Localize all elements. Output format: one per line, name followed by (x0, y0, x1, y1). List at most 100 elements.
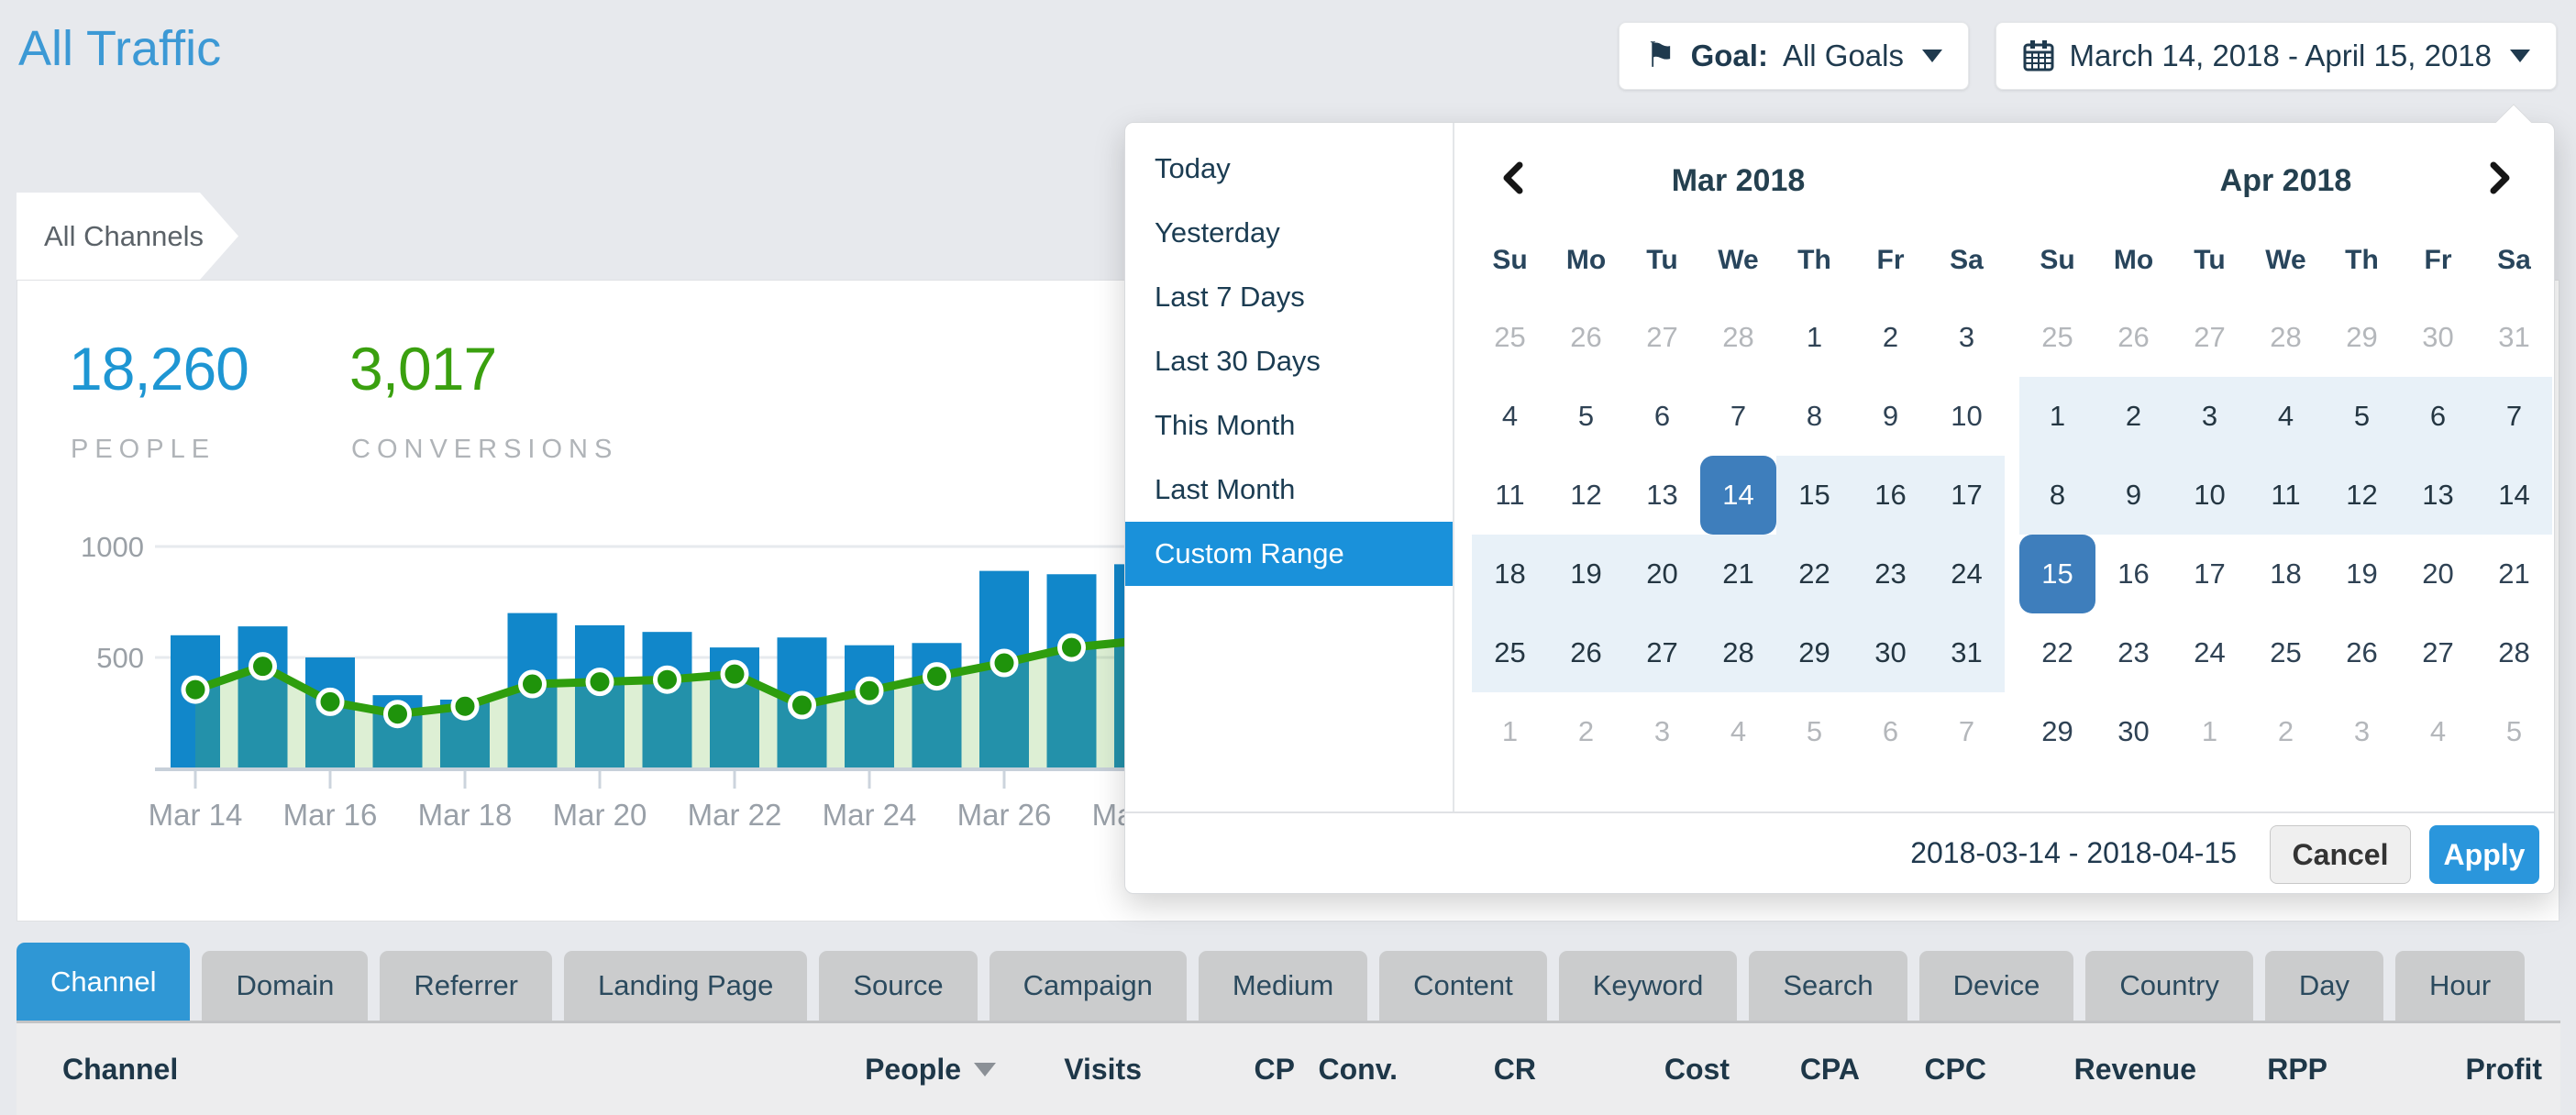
day-cell[interactable]: 7 (2476, 377, 2552, 456)
day-cell[interactable]: 24 (1929, 535, 2005, 613)
day-cell[interactable]: 3 (2172, 377, 2248, 456)
day-cell[interactable]: 23 (1852, 535, 1929, 613)
cancel-button[interactable]: Cancel (2270, 825, 2411, 884)
column-header-cr[interactable]: CR (1494, 1023, 1536, 1115)
goal-selector-button[interactable]: ⚑ Goal: All Goals (1618, 22, 1969, 90)
day-cell[interactable]: 27 (2194, 321, 2226, 353)
day-cell[interactable]: 2 (1577, 715, 1595, 747)
apply-button[interactable]: Apply (2429, 825, 2539, 884)
day-cell[interactable]: 19 (2346, 558, 2378, 590)
day-cell[interactable]: 27 (2422, 636, 2454, 668)
day-cell[interactable]: 31 (1929, 613, 2005, 692)
tab-country[interactable]: Country (2085, 951, 2253, 1021)
day-cell[interactable]: 14 (2476, 456, 2552, 535)
day-cell[interactable]: 8 (2019, 456, 2095, 535)
day-cell[interactable]: 14 (1700, 456, 1776, 535)
column-header-conv-[interactable]: Conv. (1318, 1023, 1398, 1115)
day-cell[interactable]: 13 (1646, 479, 1678, 511)
day-cell[interactable]: 11 (2248, 456, 2324, 535)
day-cell[interactable]: 3 (1958, 321, 1975, 353)
tab-source[interactable]: Source (819, 951, 978, 1021)
day-cell[interactable]: 11 (1495, 479, 1525, 511)
day-cell[interactable]: 6 (1653, 400, 1671, 432)
day-cell[interactable]: 20 (1624, 535, 1700, 613)
day-cell[interactable]: 2 (2095, 377, 2172, 456)
column-header-visits[interactable]: Visits (1064, 1023, 1142, 1115)
day-cell[interactable]: 28 (2498, 636, 2530, 668)
day-cell[interactable]: 17 (2194, 558, 2226, 590)
day-cell[interactable]: 22 (1776, 535, 1852, 613)
day-cell[interactable]: 26 (1548, 613, 1624, 692)
day-cell[interactable]: 29 (1776, 613, 1852, 692)
day-cell[interactable]: 27 (1646, 321, 1678, 353)
day-cell[interactable]: 29 (2346, 321, 2378, 353)
day-cell[interactable]: 25 (2270, 636, 2302, 668)
day-cell[interactable]: 19 (1548, 535, 1624, 613)
breadcrumb-all-channels[interactable]: All Channels (17, 193, 238, 280)
day-cell[interactable]: 3 (2353, 715, 2371, 747)
day-cell[interactable]: 25 (1472, 613, 1548, 692)
day-cell[interactable]: 5 (1577, 400, 1595, 432)
day-cell[interactable]: 22 (2041, 636, 2073, 668)
day-cell[interactable]: 10 (1951, 400, 1983, 432)
day-cell[interactable]: 18 (1472, 535, 1548, 613)
day-cell[interactable]: 16 (2117, 558, 2150, 590)
preset-last-30-days[interactable]: Last 30 Days (1155, 345, 1321, 377)
column-header-cp[interactable]: CP (1255, 1023, 1295, 1115)
day-cell[interactable]: 7 (1730, 400, 1747, 432)
day-cell[interactable]: 21 (1700, 535, 1776, 613)
day-cell[interactable]: 20 (2422, 558, 2454, 590)
column-header-channel[interactable]: Channel (62, 1023, 178, 1115)
column-header-revenue[interactable]: Revenue (2074, 1023, 2196, 1115)
day-cell[interactable]: 4 (2248, 377, 2324, 456)
preset-today[interactable]: Today (1155, 152, 1231, 184)
day-cell[interactable]: 5 (2324, 377, 2400, 456)
column-header-cpc[interactable]: CPC (1924, 1023, 1986, 1115)
tab-campaign[interactable]: Campaign (989, 951, 1187, 1021)
column-header-cpa[interactable]: CPA (1800, 1023, 1860, 1115)
day-cell[interactable]: 9 (2095, 456, 2172, 535)
day-cell[interactable]: 29 (2041, 715, 2073, 747)
column-header-people[interactable]: People (865, 1023, 996, 1115)
day-cell[interactable]: 8 (1806, 400, 1823, 432)
day-cell[interactable]: 15 (2019, 535, 2095, 613)
day-cell[interactable]: 1 (2019, 377, 2095, 456)
day-cell[interactable]: 17 (1929, 456, 2005, 535)
tab-search[interactable]: Search (1749, 951, 1907, 1021)
tab-landing-page[interactable]: Landing Page (564, 951, 808, 1021)
column-header-cost[interactable]: Cost (1664, 1023, 1730, 1115)
tab-channel[interactable]: Channel (17, 943, 191, 1021)
day-cell[interactable]: 4 (2429, 715, 2447, 747)
day-cell[interactable]: 21 (2498, 558, 2530, 590)
day-cell[interactable]: 25 (2041, 321, 2073, 353)
calendar-next-button[interactable] (2484, 158, 2526, 205)
preset-yesterday[interactable]: Yesterday (1155, 216, 1280, 248)
day-cell[interactable]: 12 (1570, 479, 1602, 511)
day-cell[interactable]: 5 (1806, 715, 1823, 747)
day-cell[interactable]: 10 (2172, 456, 2248, 535)
day-cell[interactable]: 16 (1852, 456, 1929, 535)
day-cell[interactable]: 5 (2505, 715, 2523, 747)
column-header-rpp[interactable]: RPP (2267, 1023, 2327, 1115)
day-cell[interactable]: 24 (2194, 636, 2226, 668)
day-cell[interactable]: 26 (2346, 636, 2378, 668)
day-cell[interactable]: 13 (2400, 456, 2476, 535)
day-cell[interactable]: 12 (2324, 456, 2400, 535)
day-cell[interactable]: 26 (2117, 321, 2150, 353)
tab-keyword[interactable]: Keyword (1558, 951, 1738, 1021)
preset-this-month[interactable]: This Month (1155, 409, 1296, 441)
day-cell[interactable]: 1 (1806, 321, 1823, 353)
day-cell[interactable]: 30 (2422, 321, 2454, 353)
day-cell[interactable]: 28 (2270, 321, 2302, 353)
day-cell[interactable]: 6 (1882, 715, 1899, 747)
preset-last-7-days[interactable]: Last 7 Days (1155, 281, 1305, 313)
day-cell[interactable]: 27 (1624, 613, 1700, 692)
day-cell[interactable]: 30 (2117, 715, 2150, 747)
preset-last-month[interactable]: Last Month (1155, 473, 1296, 505)
day-cell[interactable]: 25 (1494, 321, 1526, 353)
date-range-button[interactable]: March 14, 2018 - April 15, 2018 (1995, 22, 2557, 90)
day-cell[interactable]: 15 (1776, 456, 1852, 535)
day-cell[interactable]: 7 (1958, 715, 1975, 747)
day-cell[interactable]: 4 (1730, 715, 1747, 747)
tab-content[interactable]: Content (1379, 951, 1547, 1021)
